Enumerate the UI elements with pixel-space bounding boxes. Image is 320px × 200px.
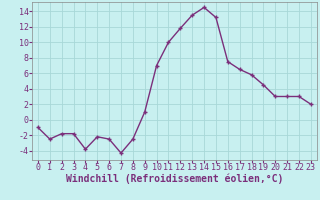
X-axis label: Windchill (Refroidissement éolien,°C): Windchill (Refroidissement éolien,°C) (66, 174, 283, 184)
